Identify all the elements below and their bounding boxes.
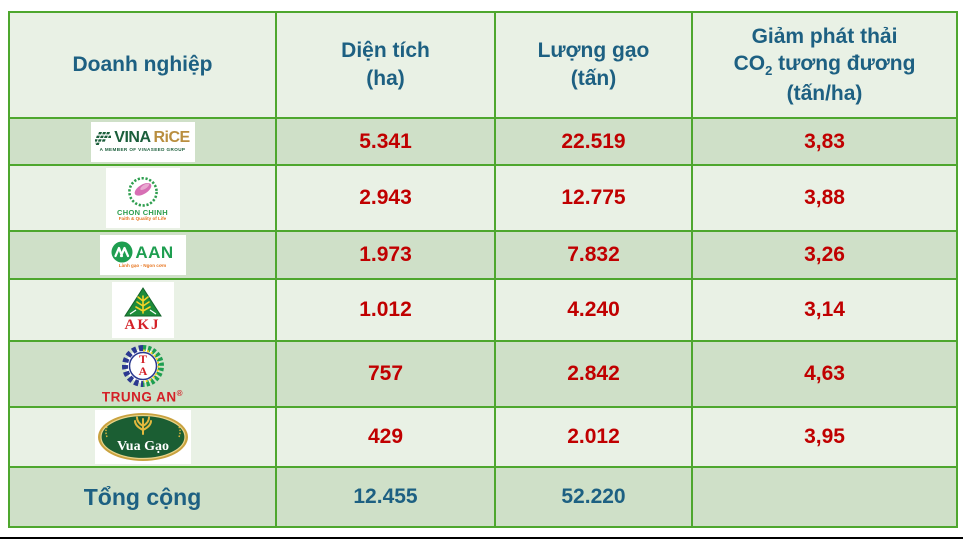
akj-logo: AKJ bbox=[111, 282, 174, 338]
table-row-akj: AKJ 1.012 4.240 3,14 bbox=[8, 278, 958, 342]
total-area-value: 12.455 bbox=[275, 466, 496, 528]
vinarice-grid-icon bbox=[95, 131, 112, 145]
table-row-vuagao: Vua Gạo 429 2.012 3,95 bbox=[8, 406, 958, 468]
co2-value: 3,83 bbox=[691, 117, 958, 166]
svg-text:A: A bbox=[138, 364, 147, 378]
vinarice-wordmark-rice: RiCE bbox=[153, 129, 191, 147]
rice-value: 2.842 bbox=[494, 340, 693, 408]
header-area-line1: Diện tích bbox=[341, 39, 430, 63]
aan-tagline: Lành gạo - Ngon cơm bbox=[118, 263, 167, 269]
header-co2: Giảm phát thải CO2 tương đương (tấn/ha) bbox=[691, 11, 958, 119]
table-row-vinarice: VINA RiCE A MEMBER OF VINASEED GROUP 5.34… bbox=[8, 117, 958, 166]
header-co2-line3: (tấn/ha) bbox=[786, 81, 863, 105]
table-row-aan: AAN Lành gạo - Ngon cơm 1.973 7.832 3,26 bbox=[8, 230, 958, 280]
co2-value: 4,63 bbox=[691, 340, 958, 408]
rice-value: 7.832 bbox=[494, 230, 693, 280]
total-row: Tổng cộng 12.455 52.220 bbox=[8, 466, 958, 528]
table-row-chonchinh: CHON CHINH Faith & Quality of Life 2.943… bbox=[8, 164, 958, 232]
header-company-label: Doanh nghiệp bbox=[72, 53, 213, 77]
vuagao-logo: Vua Gạo bbox=[94, 410, 191, 464]
header-rice-line2: (tấn) bbox=[570, 67, 617, 90]
co2-subscript: 2 bbox=[765, 63, 773, 79]
co2-value: 3,88 bbox=[691, 164, 958, 232]
rice-value: 12.775 bbox=[494, 164, 693, 232]
svg-text:T: T bbox=[138, 352, 146, 366]
table-row-trungan: T A TRUNG AN® 757 2.842 4,63 bbox=[8, 340, 958, 408]
rice-value: 22.519 bbox=[494, 117, 693, 166]
header-area-line2: (ha) bbox=[366, 67, 405, 90]
rice-value: 2.012 bbox=[494, 406, 693, 468]
total-co2-value bbox=[691, 466, 958, 528]
header-co2-line1: Giảm phát thải bbox=[751, 24, 898, 48]
akj-wordmark: AKJ bbox=[124, 317, 161, 333]
vinarice-wordmark-vina: VINA bbox=[114, 129, 151, 147]
area-value: 757 bbox=[275, 340, 496, 408]
aan-wordmark: AAN bbox=[135, 242, 174, 262]
area-value: 1.973 bbox=[275, 230, 496, 280]
header-co2-line2: CO2 tương đương bbox=[733, 52, 916, 79]
rice-value: 4.240 bbox=[494, 278, 693, 342]
total-rice-value: 52.220 bbox=[494, 466, 693, 528]
co2-value: 3,95 bbox=[691, 406, 958, 468]
area-value: 5.341 bbox=[275, 117, 496, 166]
aan-emblem-icon bbox=[111, 241, 133, 263]
trungan-logo: T A TRUNG AN® bbox=[102, 344, 183, 404]
header-row: Doanh nghiệp Diện tích (ha) Lượng gạo (t… bbox=[8, 11, 958, 119]
co2-value: 3,14 bbox=[691, 278, 958, 342]
co2-value: 3,26 bbox=[691, 230, 958, 280]
vinarice-tagline: A MEMBER OF VINASEED GROUP bbox=[99, 147, 186, 153]
area-value: 429 bbox=[275, 406, 496, 468]
header-rice: Lượng gạo (tấn) bbox=[494, 11, 693, 119]
header-company: Doanh nghiệp bbox=[8, 11, 277, 119]
registered-mark: ® bbox=[176, 389, 184, 398]
aan-logo: AAN Lành gạo - Ngon cơm bbox=[99, 235, 186, 275]
header-rice-line1: Lượng gạo bbox=[537, 39, 650, 63]
chonchinh-wreath-icon bbox=[127, 176, 158, 207]
chonchinh-wordmark: CHON CHINH bbox=[117, 207, 168, 217]
vuagao-oval-icon: Vua Gạo bbox=[97, 413, 188, 461]
area-value: 1.012 bbox=[275, 278, 496, 342]
trungan-gear-icon: T A bbox=[121, 345, 164, 387]
header-area: Diện tích (ha) bbox=[275, 11, 496, 119]
emission-table: Doanh nghiệp Diện tích (ha) Lượng gạo (t… bbox=[8, 11, 958, 528]
akj-triangle-icon bbox=[123, 287, 162, 317]
slide-divider-line bbox=[0, 537, 963, 539]
total-label: Tổng cộng bbox=[8, 466, 277, 528]
trungan-wordmark: TRUNG AN® bbox=[101, 389, 184, 405]
vinarice-logo: VINA RiCE A MEMBER OF VINASEED GROUP bbox=[90, 121, 195, 162]
area-value: 2.943 bbox=[275, 164, 496, 232]
chonchinh-logo: CHON CHINH Faith & Quality of Life bbox=[105, 168, 180, 228]
chonchinh-tagline: Faith & Quality of Life bbox=[118, 216, 167, 222]
vuagao-wordmark: Vua Gạo bbox=[116, 439, 168, 454]
